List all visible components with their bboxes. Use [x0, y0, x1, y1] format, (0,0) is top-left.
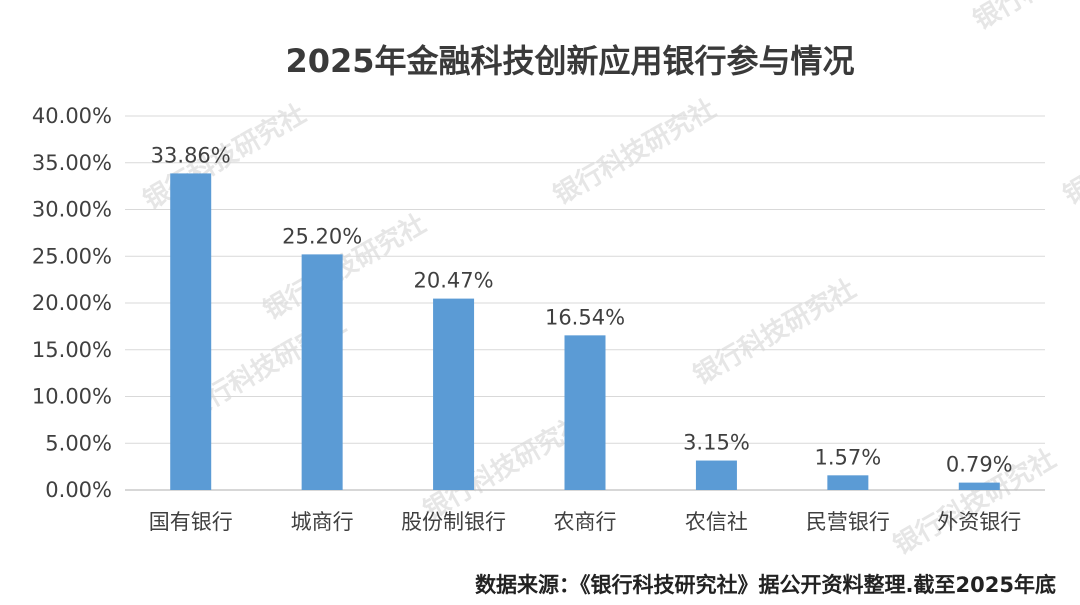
category-label: 农信社 [685, 510, 748, 534]
y-tick-label: 25.00% [32, 244, 112, 268]
y-tick-label: 40.00% [32, 104, 112, 128]
bar [827, 475, 869, 490]
data-label: 16.54% [545, 305, 625, 329]
watermark-layer: 银行科技研究社 银行科技研究社银行科技研究社银行科技研究社银行科技研究社银行科技研… [138, 0, 1080, 561]
bar [433, 298, 475, 490]
y-tick-label: 30.00% [32, 198, 112, 222]
x-axis-labels: 国有银行 城商行 股份制银行 农商行 农信社 民营银行 外资银行 [149, 510, 1022, 534]
data-label: 20.47% [414, 269, 494, 293]
watermark-text: 银行科技研究社 [688, 273, 861, 391]
bar [958, 482, 1000, 490]
bar [564, 335, 606, 490]
category-label: 外资银行 [937, 510, 1021, 534]
chart-title: 2025年金融科技创新应用银行参与情况 [285, 42, 854, 80]
bar [301, 254, 343, 490]
bar [695, 460, 737, 490]
y-tick-label: 35.00% [32, 151, 112, 175]
data-label: 0.79% [946, 453, 1013, 477]
y-tick-label: 0.00% [45, 478, 112, 502]
category-label: 农商行 [554, 510, 617, 534]
source-note: 数据来源：《银行科技研究社》据公开资料整理.截至2025年底 [475, 573, 1056, 597]
watermark-text: 银行科技研究社 [968, 0, 1080, 36]
y-tick-label: 15.00% [32, 338, 112, 362]
category-label: 国有银行 [149, 510, 233, 534]
y-tick-label: 5.00% [45, 431, 112, 455]
data-label: 33.86% [151, 143, 231, 167]
data-label: 3.15% [683, 431, 750, 455]
y-axis-ticks: 0.00% 5.00% 10.00% 15.00% 20.00% 25.00% 30.00%… [32, 104, 112, 502]
y-tick-label: 10.00% [32, 385, 112, 409]
category-label: 城商行 [291, 510, 354, 534]
watermark-text: 银行科技研究社 [548, 93, 721, 211]
data-label: 1.57% [814, 445, 881, 469]
y-tick-label: 20.00% [32, 291, 112, 315]
watermark-text: 银行科技研究社 [1058, 93, 1080, 211]
bars [170, 173, 1000, 490]
category-label: 民营银行 [806, 510, 890, 534]
bar [170, 173, 212, 490]
category-label: 股份制银行 [401, 510, 506, 534]
data-label: 25.20% [282, 224, 362, 248]
data-labels: 33.86% 25.20% 20.47% 16.54% 3.15% 1.57% 0.79% [151, 143, 1013, 476]
